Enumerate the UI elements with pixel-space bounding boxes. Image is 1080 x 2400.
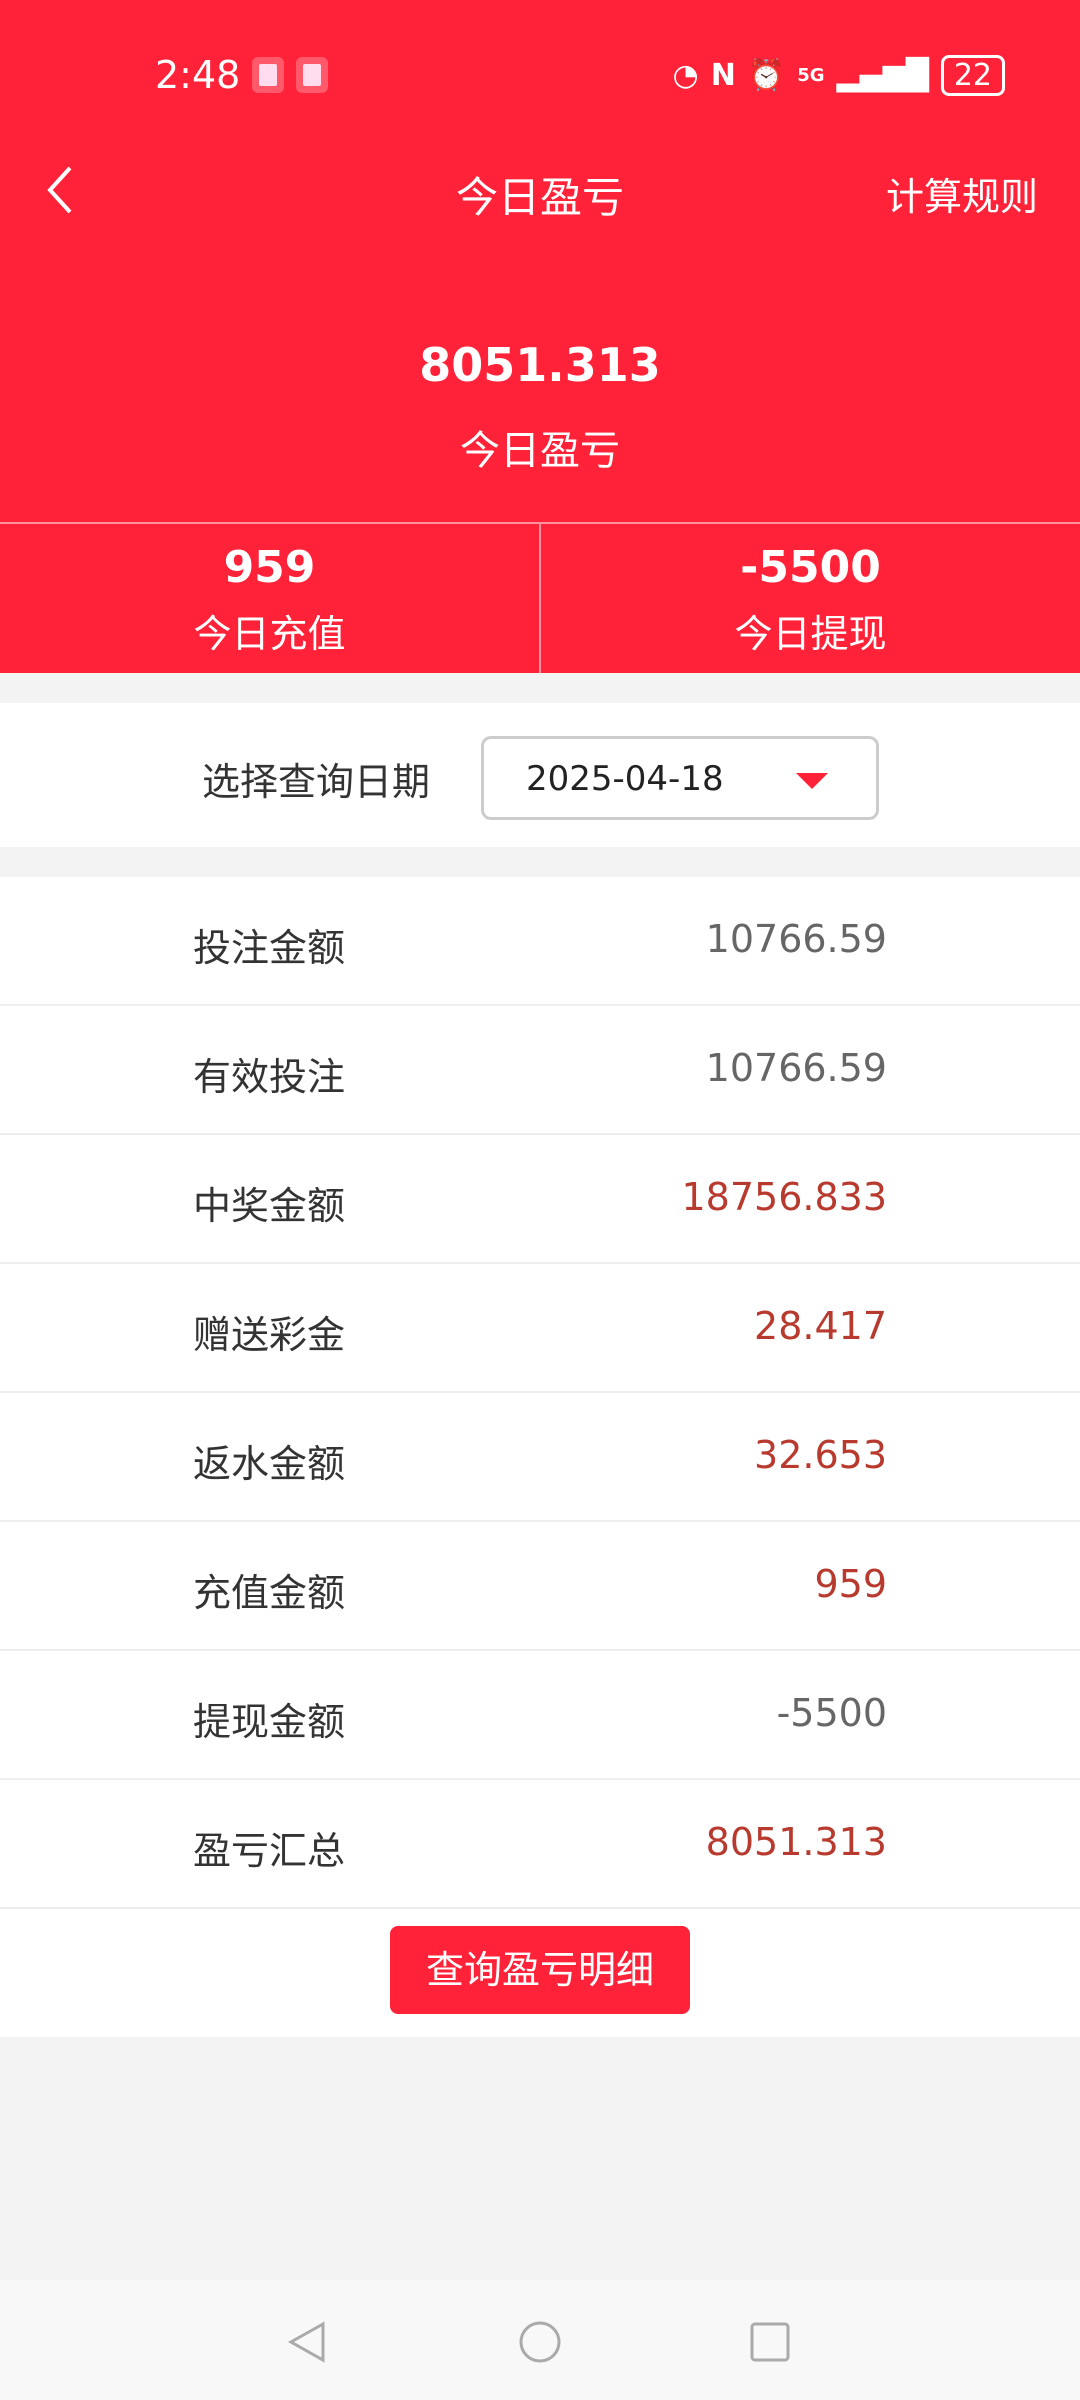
speed-icon: ◔ xyxy=(672,57,699,93)
list-item: 充值金额 959 xyxy=(0,1522,1080,1651)
status-bar-right: ◔ N ⏰ 5G ▂▄▆█ 22 xyxy=(673,50,1005,100)
list-item: 赠送彩金 28.417 xyxy=(0,1264,1080,1393)
stat-value: 959 xyxy=(223,542,316,593)
nav-back-icon[interactable] xyxy=(285,2320,329,2364)
stat-withdraw: -5500 今日提现 xyxy=(541,524,1080,673)
row-value: 18756.833 xyxy=(681,1175,888,1219)
button-area: 查询盈亏明细 xyxy=(0,1909,1080,2037)
stat-value: -5500 xyxy=(740,542,881,593)
list-item: 投注金额 10766.59 xyxy=(0,877,1080,1006)
status-time: 2:48 xyxy=(155,53,241,97)
row-value: 10766.59 xyxy=(705,917,887,961)
row-label: 中奖金额 xyxy=(193,1184,346,1228)
row-label: 投注金额 xyxy=(193,926,346,970)
row-value: 10766.59 xyxy=(705,1046,887,1090)
row-label: 赠送彩金 xyxy=(193,1313,346,1357)
back-icon[interactable] xyxy=(40,162,90,218)
list-item: 盈亏汇总 8051.313 xyxy=(0,1780,1080,1909)
battery-icon: 22 xyxy=(940,54,1005,96)
nfc-icon: N xyxy=(710,57,736,93)
signal-icon: ▂▄▆█ xyxy=(836,57,929,93)
row-label: 充值金额 xyxy=(193,1571,346,1615)
today-pnl-value: 8051.313 xyxy=(419,338,661,392)
query-pnl-detail-button[interactable]: 查询盈亏明细 xyxy=(390,1926,690,2014)
row-value: 959 xyxy=(814,1562,887,1606)
network-type: 5G xyxy=(797,64,825,86)
stat-recharge: 959 今日充值 xyxy=(0,524,541,673)
row-value: 32.653 xyxy=(754,1433,887,1477)
title-bar: 今日盈亏 计算规则 xyxy=(0,150,1080,230)
stats-row: 959 今日充值 -5500 今日提现 xyxy=(0,522,1080,673)
row-label: 有效投注 xyxy=(193,1055,346,1099)
caret-down-icon xyxy=(796,773,828,789)
row-label: 盈亏汇总 xyxy=(193,1829,346,1873)
status-bar-left: 2:48 xyxy=(155,50,329,100)
list-item: 有效投注 10766.59 xyxy=(0,1006,1080,1135)
row-value: 8051.313 xyxy=(705,1820,887,1864)
date-label: 选择查询日期 xyxy=(202,760,431,804)
page-title: 今日盈亏 xyxy=(455,173,624,222)
today-pnl-label: 今日盈亏 xyxy=(460,428,620,474)
row-label: 提现金额 xyxy=(193,1700,346,1744)
stat-label: 今日提现 xyxy=(734,612,887,656)
book-notification-icon xyxy=(296,57,329,93)
date-select[interactable]: 2025-04-18 xyxy=(481,736,879,820)
stat-label: 今日充值 xyxy=(193,612,346,656)
row-value: 28.417 xyxy=(754,1304,887,1348)
system-nav-bar xyxy=(0,2280,1080,2400)
nav-recents-icon[interactable] xyxy=(748,2320,792,2364)
book-notification-icon xyxy=(252,57,285,93)
nav-home-icon[interactable] xyxy=(518,2320,562,2364)
calc-rules-link[interactable]: 计算规则 xyxy=(885,175,1038,219)
list-item: 提现金额 -5500 xyxy=(0,1651,1080,1780)
pnl-details: 投注金额 10766.59 有效投注 10766.59 中奖金额 18756.833 赠送彩… xyxy=(0,877,1080,2037)
list-item: 返水金额 32.653 xyxy=(0,1393,1080,1522)
alarm-icon: ⏰ xyxy=(747,57,786,93)
list-item: 中奖金额 18756.833 xyxy=(0,1135,1080,1264)
date-value: 2025-04-18 xyxy=(526,759,724,799)
date-filter: 选择查询日期 2025-04-18 xyxy=(0,703,1080,847)
row-label: 返水金额 xyxy=(193,1442,346,1486)
header-panel: 2:48 ◔ N ⏰ 5G ▂▄▆█ 22 今日盈亏 计算规则 8051.313… xyxy=(0,0,1080,673)
row-value: -5500 xyxy=(776,1691,887,1735)
